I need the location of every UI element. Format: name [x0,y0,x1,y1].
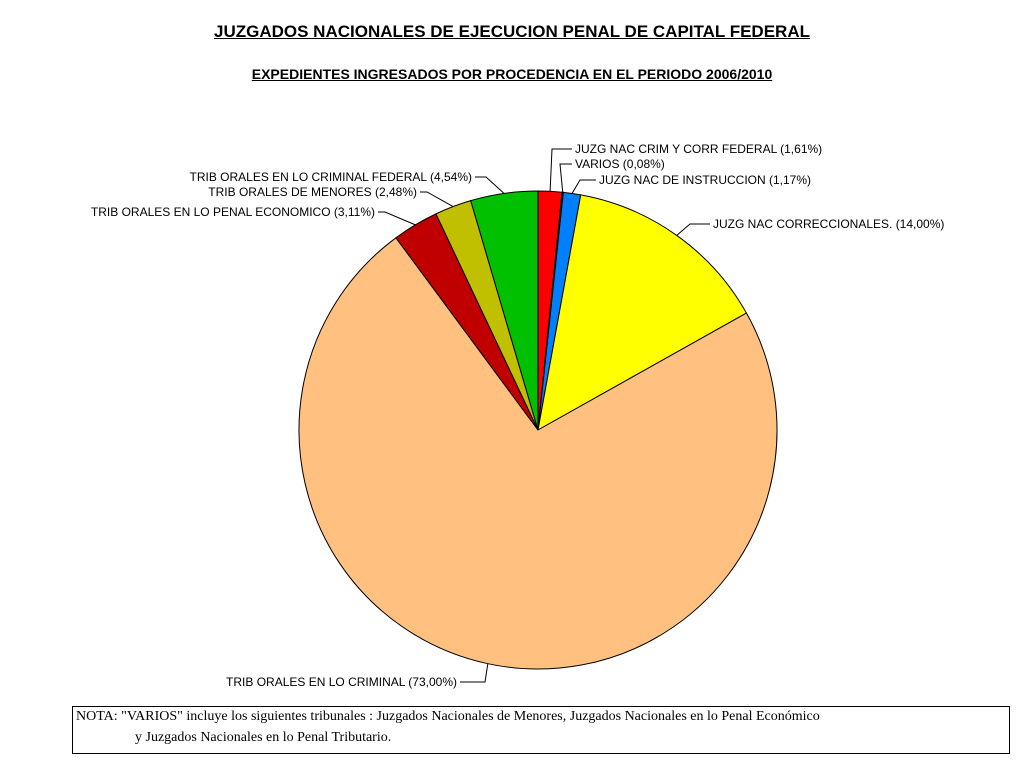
note-line-2: y Juzgados Nacionales en lo Penal Tribut… [135,730,392,745]
slice-label: JUZG NAC DE INSTRUCCION (1,17%) [599,173,811,187]
leader-line [571,179,596,194]
slice-label: TRIB ORALES EN LO CRIMINAL FEDERAL (4,54… [189,170,472,184]
leader-line [475,176,505,194]
leader-line [549,148,572,192]
note-line-1: NOTA: "VARIOS" incluye los siguientes tr… [76,709,820,724]
leader-line [460,663,489,683]
leader-line [420,191,454,208]
pie-slice [298,237,778,670]
chart-title: JUZGADOS NACIONALES DE EJECUCION PENAL D… [213,22,810,41]
slice-label: TRIB ORALES EN LO PENAL ECONOMICO (3,11%… [91,205,375,219]
leader-line [378,211,416,226]
leader-line [676,223,710,236]
slice-label: TRIB ORALES EN LO CRIMINAL (73,00%) [226,675,457,689]
note-box: NOTA: "VARIOS" incluye los siguientes tr… [72,706,1010,754]
slice-label: TRIB ORALES DE MENORES (2,48%) [208,185,417,199]
slice-label: JUZG NAC CORRECCIONALES. (14,00%) [713,217,944,231]
pie-slice [537,194,748,431]
chart-subtitle: EXPEDIENTES INGRESADOS POR PROCEDENCIA E… [251,66,773,82]
slice-label: VARIOS (0,08%) [575,157,665,171]
slice-label: JUZG NAC CRIM Y CORR FEDERAL (1,61%) [575,142,822,156]
leader-line [559,163,572,193]
